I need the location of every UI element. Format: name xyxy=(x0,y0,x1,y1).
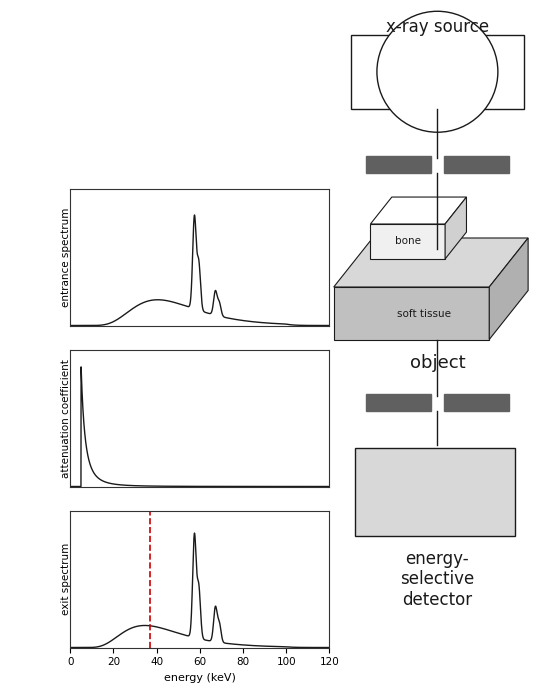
Y-axis label: attenuation coefficient: attenuation coefficient xyxy=(61,359,71,477)
Bar xyxy=(355,448,515,536)
Y-axis label: exit spectrum: exit spectrum xyxy=(61,543,71,615)
Text: x-ray source: x-ray source xyxy=(386,18,489,36)
X-axis label: energy (keV): energy (keV) xyxy=(164,673,236,682)
Polygon shape xyxy=(489,238,528,340)
Bar xyxy=(366,156,431,174)
Text: bone: bone xyxy=(395,237,421,246)
Ellipse shape xyxy=(377,11,498,132)
Text: energy-
selective
detector: energy- selective detector xyxy=(400,550,475,609)
Polygon shape xyxy=(334,238,528,287)
Text: object: object xyxy=(409,354,465,372)
Bar xyxy=(366,393,431,412)
Polygon shape xyxy=(445,197,467,259)
Text: soft tissue: soft tissue xyxy=(397,309,451,319)
Y-axis label: entrance spectrum: entrance spectrum xyxy=(61,208,71,307)
Bar xyxy=(351,35,524,108)
Bar xyxy=(444,156,509,174)
Bar xyxy=(370,224,445,259)
Polygon shape xyxy=(370,197,467,224)
Bar xyxy=(334,287,489,340)
Bar xyxy=(444,393,509,412)
